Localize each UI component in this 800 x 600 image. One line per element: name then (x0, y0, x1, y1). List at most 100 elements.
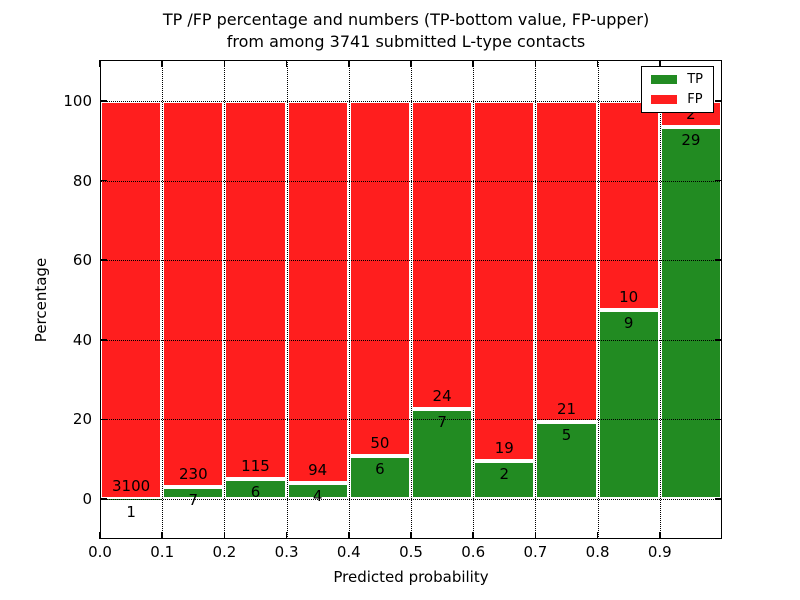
bar-segment-fp (473, 101, 536, 462)
bar-segment-tp (535, 422, 598, 499)
bar-segment-fp (535, 101, 598, 423)
y-tick-left (100, 418, 107, 421)
x-tick-label: 0.0 (88, 543, 112, 561)
tp-count-label: 2 (499, 465, 510, 484)
x-tick-top (285, 60, 288, 67)
y-tick-left (100, 498, 107, 500)
y-tick-right (715, 179, 722, 182)
chart-title-line2: from among 3741 submitted L-type contact… (226, 32, 586, 51)
ticks-layer (99, 60, 722, 539)
x-tick-label: 0.3 (274, 543, 299, 561)
y-tick-label: 40 (72, 330, 92, 349)
bar-segment-fp (224, 101, 287, 480)
fp-count-label: 21 (556, 400, 577, 419)
tp-count-label: 4 (312, 486, 323, 505)
legend-label-fp: FP (687, 92, 703, 107)
x-tick-bottom (161, 532, 163, 539)
bar-segment-tp (473, 461, 536, 499)
tp-count-label: 1 (126, 502, 136, 521)
bar-bin-0.3-0.4 (286, 101, 349, 499)
bar-segment-fp (411, 101, 474, 410)
legend-swatch-fp (651, 95, 678, 104)
bar-segment-fp (100, 101, 163, 499)
y-tick-label: 20 (72, 410, 92, 429)
y-tick-right (715, 498, 722, 500)
x-tick-label: 0.5 (399, 543, 423, 561)
bar-bin-0.0-0.1 (100, 101, 163, 499)
gridlines-layer (100, 60, 722, 539)
x-tick-label: 0.8 (585, 543, 610, 561)
x-tick-bottom (659, 532, 661, 539)
x-tick-bottom (410, 532, 412, 539)
bar-segment-fp (348, 101, 411, 457)
x-tick-label: 0.4 (336, 543, 361, 561)
legend-entry-tp: TP (651, 73, 703, 86)
fp-count-label: 10 (619, 288, 639, 307)
legend-swatch-tp (651, 75, 678, 84)
y-tick-left (100, 339, 107, 341)
bars-layer (100, 60, 722, 539)
fp-count-label: 19 (494, 439, 514, 458)
bar-segment-tp (348, 456, 411, 499)
fp-count-label: 24 (432, 387, 452, 406)
bar-bin-0.1-0.2 (162, 101, 225, 499)
v-gridline-0.6 (473, 60, 475, 539)
x-tick-bottom (223, 532, 226, 539)
bar-segment-fp (597, 101, 660, 311)
chart-title: TP /FP percentage and numbers (TP-bottom… (0, 9, 800, 53)
plot-area: 3100 1 230 7 115 6 94 4 50 6 24 7 19 2 21 5 10 9 2 29 TP FP (99, 60, 722, 539)
tp-count-label: 5 (561, 426, 572, 445)
tp-count-label: 7 (188, 491, 199, 510)
tp-count-label: 7 (437, 413, 447, 432)
x-axis-label: Predicted probability (333, 568, 489, 586)
bar-segment-fp (286, 101, 349, 483)
bar-bin-0.6-0.7 (473, 101, 536, 499)
y-tick-right (715, 259, 722, 261)
bar-segment-tp (162, 487, 225, 499)
v-gridline-0.3 (286, 60, 288, 539)
x-tick-top (410, 60, 412, 67)
v-gridline-0.8 (597, 60, 599, 539)
v-gridline-0.9 (659, 60, 661, 539)
y-tick-left (100, 259, 107, 261)
tp-count-label: 29 (681, 130, 701, 149)
bar-segment-tp (224, 479, 287, 499)
tp-count-label: 6 (375, 460, 385, 479)
bar-segment-tp (597, 310, 660, 499)
x-tick-top (348, 60, 350, 67)
bar-segment-tp (411, 409, 474, 499)
bar-bin-0.5-0.6 (411, 101, 474, 499)
x-tick-bottom (285, 532, 288, 539)
bar-segment-tp (286, 482, 349, 499)
v-gridline-0.7 (535, 60, 537, 539)
legend-label-tp: TP (687, 72, 703, 87)
x-tick-top (596, 60, 599, 67)
x-tick-label: 0.7 (523, 543, 548, 561)
bar-count-labels-layer: 3100 1 230 7 115 6 94 4 50 6 24 7 19 2 21 5 10 9 2 29 (100, 60, 722, 539)
fp-count-label: 2 (686, 104, 696, 123)
x-tick-top (161, 60, 163, 67)
bar-bin-0.9-1.0 (659, 101, 722, 499)
x-tick-bottom (348, 532, 350, 539)
bar-bin-0.7-0.8 (535, 101, 598, 499)
x-tick-label: 0.6 (461, 543, 486, 561)
legend: TP FP (641, 66, 714, 113)
x-tick-bottom (472, 532, 474, 539)
v-gridline-0.1 (162, 60, 164, 539)
x-tick-top (223, 60, 226, 67)
fp-count-label: 50 (370, 434, 390, 453)
bar-bin-0.2-0.3 (224, 101, 287, 499)
y-tick-right (715, 100, 722, 102)
bar-bin-0.4-0.5 (348, 101, 411, 499)
y-tick-label: 80 (72, 171, 92, 190)
legend-entry-fp: FP (651, 93, 703, 106)
y-tick-right (715, 339, 722, 341)
y-tick-left (100, 179, 107, 182)
x-tick-top (472, 60, 474, 67)
tp-count-label: 6 (250, 483, 261, 502)
y-tick-label: 100 (63, 92, 92, 110)
chart-title-line1: TP /FP percentage and numbers (TP-bottom… (162, 10, 650, 29)
x-tick-top (534, 60, 537, 67)
bar-segment-tp (659, 126, 722, 499)
